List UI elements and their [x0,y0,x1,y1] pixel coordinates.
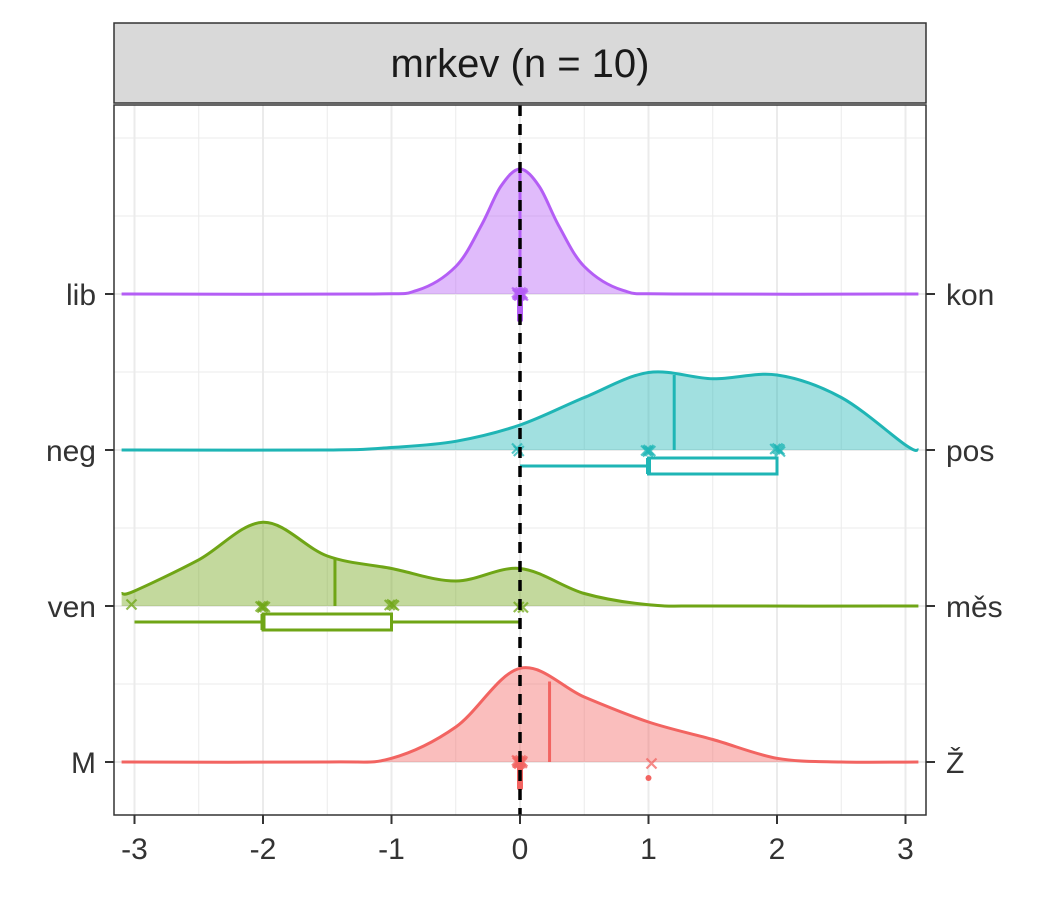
y-tick-label-left: neg [46,435,96,468]
y-tick-label-left: M [71,747,96,780]
density-area [121,371,919,451]
raw-points [511,754,658,770]
y-axis-left: lib neg ven M [46,279,114,780]
x-tick-label: -3 [121,833,148,866]
data-point [383,599,396,611]
data-point [513,757,525,769]
density-area [121,522,919,607]
data-point [645,757,658,770]
x-tick-label: 3 [897,833,914,866]
raw-points [511,286,529,302]
facet-strip [113,22,927,104]
y-tick-label-left: ven [48,591,96,624]
x-tick-label: -1 [378,833,405,866]
y-tick-label-right: pos [946,435,994,468]
y-tick-label-right: Ž [946,747,964,780]
data-point [642,444,655,456]
x-tick-label: 0 [512,833,529,866]
y-axis-right: kon pos měs Ž [926,279,1003,780]
data-point [254,600,267,613]
density-curve [121,370,919,452]
x-axis: -3 -2 -1 0 1 2 3 [121,815,914,866]
data-point [386,598,398,611]
x-tick-label: 2 [769,833,786,866]
box-iqr [261,612,393,632]
raw-points [511,442,786,458]
y-tick-label-right: měs [946,591,1003,624]
y-tick-label-left: lib [66,279,96,312]
box-iqr [647,456,779,476]
ridge-neg [121,370,919,476]
density-curve [121,520,919,608]
density-curve [121,666,919,764]
x-tick-label: -2 [250,833,277,866]
data-point [774,445,786,458]
outlier-point [645,775,652,781]
y-tick-label-right: kon [946,279,994,312]
data-point [640,444,652,457]
data-point [257,600,269,612]
x-tick-label: 1 [640,833,657,866]
facet-title: mrkev (n = 10) [391,42,650,86]
ridge-ven [121,520,919,632]
data-point [125,598,138,611]
